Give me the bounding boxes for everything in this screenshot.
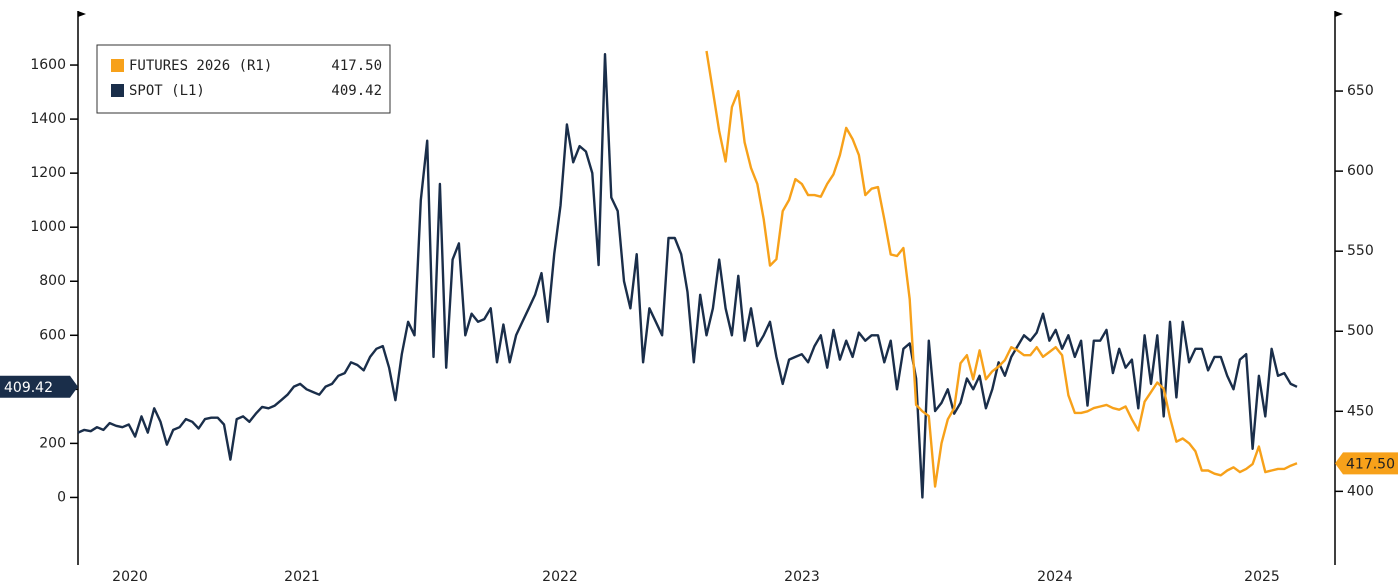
y-tick-label: 1200 xyxy=(30,165,66,181)
last-value-flag xyxy=(0,375,78,398)
legend-swatch xyxy=(111,84,124,97)
legend-label: SPOT (L1) xyxy=(129,83,205,99)
last-value-flag xyxy=(1335,452,1398,475)
legend: FUTURES 2026 (R1) SPOT (L1) 417.50 409.4… xyxy=(96,44,391,114)
legend-value: 417.50 xyxy=(331,58,382,74)
y2-tick-label: 450 xyxy=(1347,403,1374,419)
y2-axis-arrow xyxy=(1335,11,1343,17)
legend-value: 409.42 xyxy=(331,83,382,99)
last-value-label: 409.42 xyxy=(4,380,53,396)
y2-tick-label: 550 xyxy=(1347,243,1374,259)
series-line xyxy=(705,50,1298,488)
series-line xyxy=(77,53,1298,499)
legend-label: FUTURES 2026 (R1) xyxy=(129,58,272,74)
y2-tick-label: 650 xyxy=(1347,83,1374,99)
y2-tick-label: 500 xyxy=(1347,323,1374,339)
y-tick-label: 0 xyxy=(57,489,66,505)
x-tick-label: 2021 xyxy=(284,569,320,585)
y2-tick-label: 600 xyxy=(1347,163,1374,179)
x-tick-label: 2020 xyxy=(112,569,148,585)
legend-swatch xyxy=(111,59,124,72)
x-tick-label: 2025 xyxy=(1244,569,1280,585)
y-tick-label: 1600 xyxy=(30,57,66,73)
x-tick-label: 2023 xyxy=(784,569,820,585)
y-tick-label: 1400 xyxy=(30,111,66,127)
y-tick-label: 200 xyxy=(39,435,66,451)
y-tick-label: 800 xyxy=(39,273,66,289)
last-value-label: 417.50 xyxy=(1346,456,1395,472)
y-tick-label: 600 xyxy=(39,327,66,343)
y-tick-label: 1000 xyxy=(30,219,66,235)
y2-tick-label: 400 xyxy=(1347,483,1374,499)
x-tick-label: 2024 xyxy=(1037,569,1073,585)
legend-box xyxy=(96,44,391,114)
y-axis-arrow xyxy=(78,11,86,17)
x-tick-label: 2022 xyxy=(542,569,578,585)
